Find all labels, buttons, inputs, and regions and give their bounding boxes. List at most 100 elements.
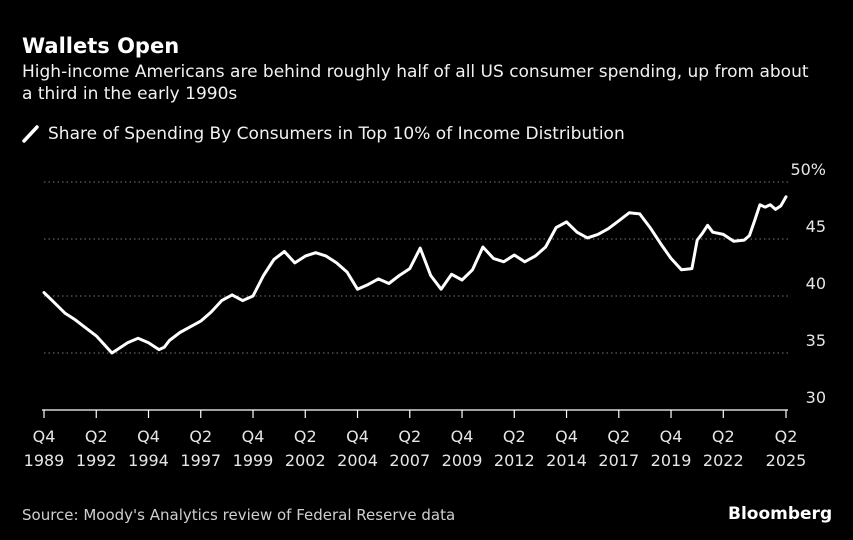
data-point	[74, 318, 77, 322]
data-point	[701, 232, 704, 235]
x-tick-quarter: Q2	[294, 427, 317, 446]
x-tick-year: 1992	[76, 451, 117, 470]
data-point	[157, 348, 161, 351]
data-point	[758, 203, 762, 206]
data-point	[272, 258, 276, 261]
x-tick-year: 2014	[546, 451, 587, 470]
y-tick-label: 45	[806, 217, 826, 236]
data-point	[439, 288, 443, 291]
data-point	[199, 319, 202, 323]
data-point	[325, 254, 328, 258]
x-tick-year: 1994	[128, 451, 169, 470]
data-point	[586, 236, 589, 240]
series	[42, 195, 788, 355]
data-point	[502, 260, 505, 263]
data-point	[377, 277, 380, 281]
y-tick-label: 30	[806, 388, 826, 407]
data-point	[779, 204, 782, 208]
x-tick-quarter: Q4	[137, 427, 160, 446]
brand-logo: Bloomberg	[728, 504, 833, 524]
x-tick-quarter: Q2	[398, 427, 421, 446]
data-point	[481, 245, 485, 249]
data-point	[743, 238, 746, 242]
data-point	[168, 339, 171, 342]
data-point	[220, 299, 223, 302]
x-tick-quarter: Q2	[189, 427, 212, 446]
x-tick-year: 2012	[494, 451, 535, 470]
data-point	[575, 231, 579, 234]
x-tick-quarter: Q2	[775, 427, 798, 446]
legend-line-icon	[22, 125, 39, 143]
x-tick-year: 2009	[442, 451, 483, 470]
gridlines	[44, 181, 790, 354]
x-tick-quarter: Q4	[33, 427, 56, 446]
x-tick-year: 2017	[598, 451, 639, 470]
data-point	[460, 278, 464, 282]
data-point	[690, 267, 694, 270]
legend-label: Share of Spending By Consumers in Top 10…	[48, 124, 625, 144]
x-tick-year: 2007	[389, 451, 430, 470]
data-point	[241, 299, 244, 302]
x-tick-quarter: Q4	[451, 427, 474, 446]
data-point	[356, 288, 359, 291]
data-point	[251, 294, 255, 298]
x-tick-year: 1997	[180, 451, 221, 470]
y-tick-label: 40	[806, 274, 826, 293]
data-point	[398, 274, 401, 277]
data-point	[293, 261, 296, 265]
data-point	[554, 226, 558, 229]
data-point	[753, 219, 756, 222]
x-axis-labels: Q4 1989 Q2 1992 Q4 1994 Q2 1997 Q4 1999 Q2 2002 Q4 20…	[24, 427, 807, 470]
chart-title: Wallets Open	[22, 34, 180, 58]
chart-frame	[6, 6, 846, 536]
data-point	[335, 261, 338, 265]
data-point	[419, 246, 422, 250]
y-axis-labels: 50% 45 40 35 30	[790, 160, 826, 407]
data-point	[763, 205, 767, 209]
x-tick-year: 2022	[703, 451, 744, 470]
x-tick-quarter: Q2	[607, 427, 630, 446]
data-point	[659, 242, 662, 245]
data-point	[696, 238, 699, 242]
x-tick-quarter: Q4	[346, 427, 369, 446]
data-point	[711, 231, 714, 234]
legend: Share of Spending By Consumers in Top 10…	[22, 124, 625, 144]
data-point	[534, 254, 537, 258]
data-point	[784, 195, 788, 198]
data-point	[638, 212, 641, 216]
data-point	[163, 346, 166, 349]
data-point	[262, 274, 265, 277]
data-point	[210, 310, 213, 314]
data-point	[617, 219, 620, 222]
data-point	[126, 341, 129, 344]
data-point	[314, 251, 317, 254]
data-point	[769, 203, 772, 206]
data-point	[230, 293, 234, 297]
x-tick-year: 1999	[233, 451, 274, 470]
data-point	[283, 250, 286, 253]
x-tick-year: 2004	[337, 451, 378, 470]
data-point	[63, 311, 67, 315]
x-tick-year: 2002	[285, 451, 326, 470]
data-point	[304, 254, 307, 258]
x-tick-year: 2019	[651, 451, 692, 470]
data-point	[110, 351, 114, 355]
y-tick-label: 35	[806, 331, 826, 350]
data-point	[565, 220, 568, 224]
data-point	[53, 301, 56, 304]
x-tick-quarter: Q2	[712, 427, 735, 446]
x-tick-year: 2025	[766, 451, 807, 470]
data-point	[471, 268, 474, 271]
data-point	[95, 334, 98, 338]
data-point	[680, 268, 683, 271]
data-point	[513, 253, 516, 257]
series-line	[42, 195, 788, 355]
x-tick-quarter: Q2	[503, 427, 526, 446]
chart-subtitle: High-income Americans are behind roughly…	[22, 62, 809, 104]
data-point	[628, 211, 631, 214]
data-point	[544, 245, 547, 249]
data-point	[596, 233, 600, 236]
data-point	[523, 260, 526, 263]
data-point	[387, 282, 391, 285]
